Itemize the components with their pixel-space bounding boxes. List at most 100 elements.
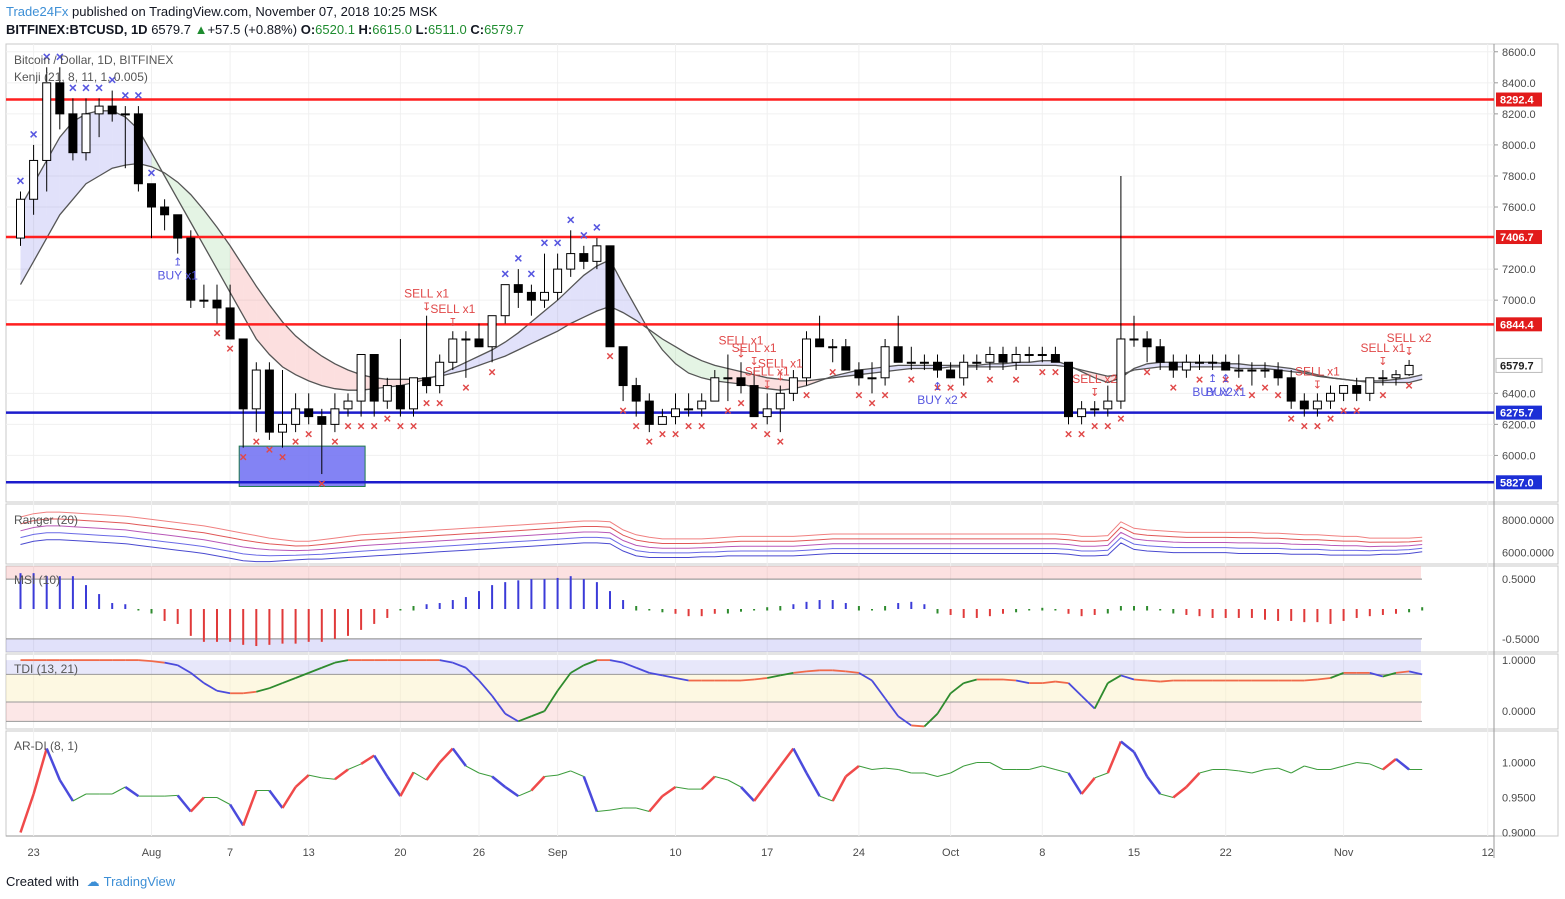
candle-body — [42, 82, 52, 161]
candle-body — [1391, 374, 1401, 379]
ardi-line-segment — [229, 803, 245, 827]
tdi-line-segment — [583, 659, 598, 667]
sell-arrow-icon: ↧ — [1090, 387, 1099, 399]
sell-x-marker: × — [632, 419, 640, 434]
ardi-line-segment — [124, 785, 140, 798]
tradingview-logo-icon[interactable]: ☁ — [86, 874, 100, 889]
sell-x-marker: × — [462, 380, 470, 395]
msi-y-tick-label: -0.5000 — [1502, 634, 1539, 646]
candle-body — [1234, 369, 1244, 372]
sell-x-marker: × — [1314, 419, 1322, 434]
tdi-line-segment — [491, 695, 506, 715]
ardi-line-segment — [596, 809, 611, 812]
high-value: 6615.0 — [372, 22, 413, 37]
candle-body — [802, 338, 811, 379]
candle-body — [382, 385, 392, 402]
tdi-lower-zone — [6, 701, 1421, 722]
kenji-cloud-segment — [1016, 362, 1030, 366]
symbol-line: BITFINEX:BTCUSD, 1D 6579.7 ▲+57.5 (+0.88… — [6, 22, 524, 37]
y-tick-label: 6200.0 — [1502, 419, 1536, 431]
ardi-line-segment — [937, 772, 951, 777]
sell-arrow-icon: ↧ — [448, 317, 457, 329]
candle-body — [199, 299, 209, 302]
candle-body — [1024, 354, 1034, 357]
x-tick-label: 13 — [303, 847, 315, 859]
sell-x-marker: × — [1261, 380, 1269, 395]
y-tick-label: 6000.0 — [1502, 450, 1536, 462]
tdi-line-segment — [1015, 679, 1030, 684]
candle-body — [1050, 354, 1060, 363]
open-value: 6520.1 — [315, 22, 355, 37]
sell-signal-label: SELL x2 — [1387, 331, 1432, 345]
ardi-line-segment — [819, 795, 833, 802]
ardi-line-segment — [845, 765, 860, 778]
buy-x-marker: × — [121, 87, 129, 103]
kenji-cloud-segment — [583, 266, 597, 318]
candle-body — [1208, 361, 1218, 364]
ardi-line-segment — [373, 754, 389, 778]
kenji-cloud-segment — [1251, 365, 1265, 369]
kenji-cloud-segment — [99, 110, 113, 176]
candle-body — [356, 354, 366, 402]
price-tag-label: 6579.7 — [1500, 360, 1534, 372]
ardi-line-segment — [609, 807, 624, 811]
ardi-line-segment — [544, 774, 558, 777]
kenji-cloud-segment — [911, 365, 925, 369]
y-tick-label: 7000.0 — [1502, 295, 1536, 307]
tdi-line-segment — [740, 678, 755, 682]
candle-body — [684, 408, 694, 411]
buy-x-marker: × — [147, 165, 155, 181]
price-tag-bg — [1496, 405, 1542, 420]
x-tick-label: Aug — [142, 847, 162, 859]
candle-body — [1378, 377, 1388, 380]
sell-arrow-icon: ↧ — [422, 302, 431, 314]
sell-x-marker: × — [1248, 388, 1256, 403]
sell-x-marker: × — [357, 419, 365, 434]
candle-body — [893, 346, 903, 363]
ardi-line-segment — [281, 786, 297, 809]
pane-frame-main — [5, 43, 1559, 503]
publisher-line: Trade24Fx published on TradingView.com, … — [6, 4, 437, 19]
close-value: 6579.7 — [484, 22, 524, 37]
candle-body — [369, 354, 379, 402]
kenji-cloud-segment — [46, 137, 60, 239]
ardi-line-segment — [1042, 765, 1056, 770]
buy-x-marker: × — [56, 48, 64, 64]
symbol-name: BITFINEX:BTCUSD, 1D — [6, 22, 148, 37]
publisher-name[interactable]: Trade24Fx — [6, 4, 69, 19]
published-text: published on TradingView.com, November 0… — [68, 4, 438, 19]
buy-signal-label: BUY x1 — [157, 269, 198, 283]
price-tag-bg — [1495, 357, 1543, 373]
ardi-line-segment — [19, 793, 35, 833]
candle-body — [500, 284, 510, 317]
candle-body — [133, 113, 143, 185]
candle-body — [251, 369, 261, 410]
buy-x-marker: × — [108, 72, 116, 88]
ranger-band-line — [20, 525, 1423, 552]
tdi-line-segment — [884, 697, 899, 717]
buy-x-marker: × — [69, 79, 77, 95]
x-tick-label: 15 — [1128, 847, 1140, 859]
tdi-line-segment — [963, 678, 978, 684]
tdi-line-segment — [517, 715, 532, 723]
candle-body — [1326, 392, 1335, 402]
candle-body — [409, 377, 418, 410]
candle-body — [343, 400, 353, 410]
kenji-cloud-segment — [544, 300, 558, 338]
candle-body — [68, 113, 78, 154]
tdi-line-segment — [622, 661, 637, 669]
candle-body — [487, 315, 497, 348]
ardi-line-segment — [1146, 775, 1162, 795]
ardi-line-segment — [1094, 772, 1108, 779]
tdi-line-segment — [1055, 680, 1069, 684]
tradingview-link[interactable]: TradingView — [103, 874, 176, 889]
kenji-cloud-segment — [295, 335, 309, 381]
ardi-line-segment — [805, 772, 821, 797]
sell-x-marker: × — [1379, 388, 1387, 403]
price-tag-bg — [1496, 475, 1542, 490]
candle-body — [710, 377, 720, 402]
x-tick-label: 20 — [394, 847, 406, 859]
ardi-line-segment — [1343, 762, 1357, 767]
price-tag-label: 5827.0 — [1500, 477, 1534, 489]
